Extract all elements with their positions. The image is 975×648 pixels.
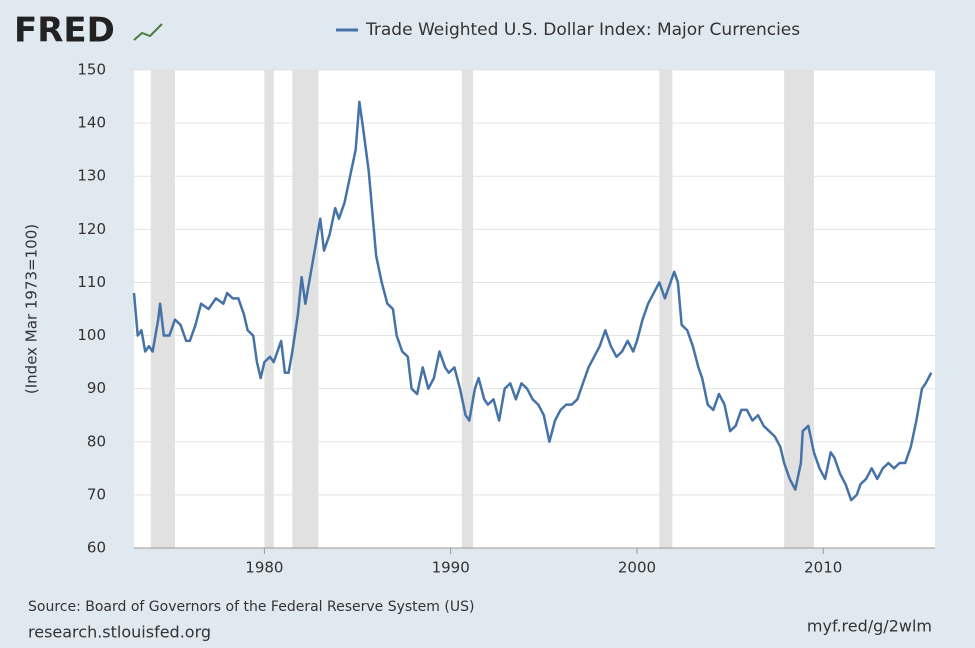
y-tick-label: 110 xyxy=(77,273,106,291)
y-tick-label: 60 xyxy=(87,539,106,557)
y-tick-label: 90 xyxy=(87,379,106,397)
y-tick-label: 130 xyxy=(77,167,106,185)
logo[interactable]: FRED xyxy=(14,11,115,51)
short-link[interactable]: myf.red/g/2wlm xyxy=(807,617,932,636)
recession-band xyxy=(461,70,474,548)
y-tick-label: 70 xyxy=(87,485,106,503)
x-tick-label: 1990 xyxy=(432,559,470,577)
x-tick-label: 2000 xyxy=(618,559,656,577)
y-axis-label: (Index Mar 1973=100) xyxy=(23,224,41,394)
y-tick-label: 150 xyxy=(77,61,106,79)
y-tick-label: 80 xyxy=(87,432,106,450)
source: Source: Board of Governors of the Federa… xyxy=(28,599,474,615)
y-tick-label: 120 xyxy=(77,220,106,238)
logo-icon xyxy=(133,23,163,41)
x-tick-label: 2010 xyxy=(804,559,842,577)
site[interactable]: research.stlouisfed.org xyxy=(28,623,211,642)
y-tick-label: 140 xyxy=(77,114,106,132)
series-line xyxy=(132,100,933,502)
plot-area xyxy=(134,70,935,548)
recession-band xyxy=(264,70,274,548)
recession-band xyxy=(292,70,319,548)
legend-label: Trade Weighted U.S. Dollar Index: Major … xyxy=(365,20,800,40)
y-tick-label: 100 xyxy=(77,326,106,344)
recession-band xyxy=(150,70,175,548)
recession-band xyxy=(659,70,673,548)
x-tick-label: 1980 xyxy=(245,559,283,577)
